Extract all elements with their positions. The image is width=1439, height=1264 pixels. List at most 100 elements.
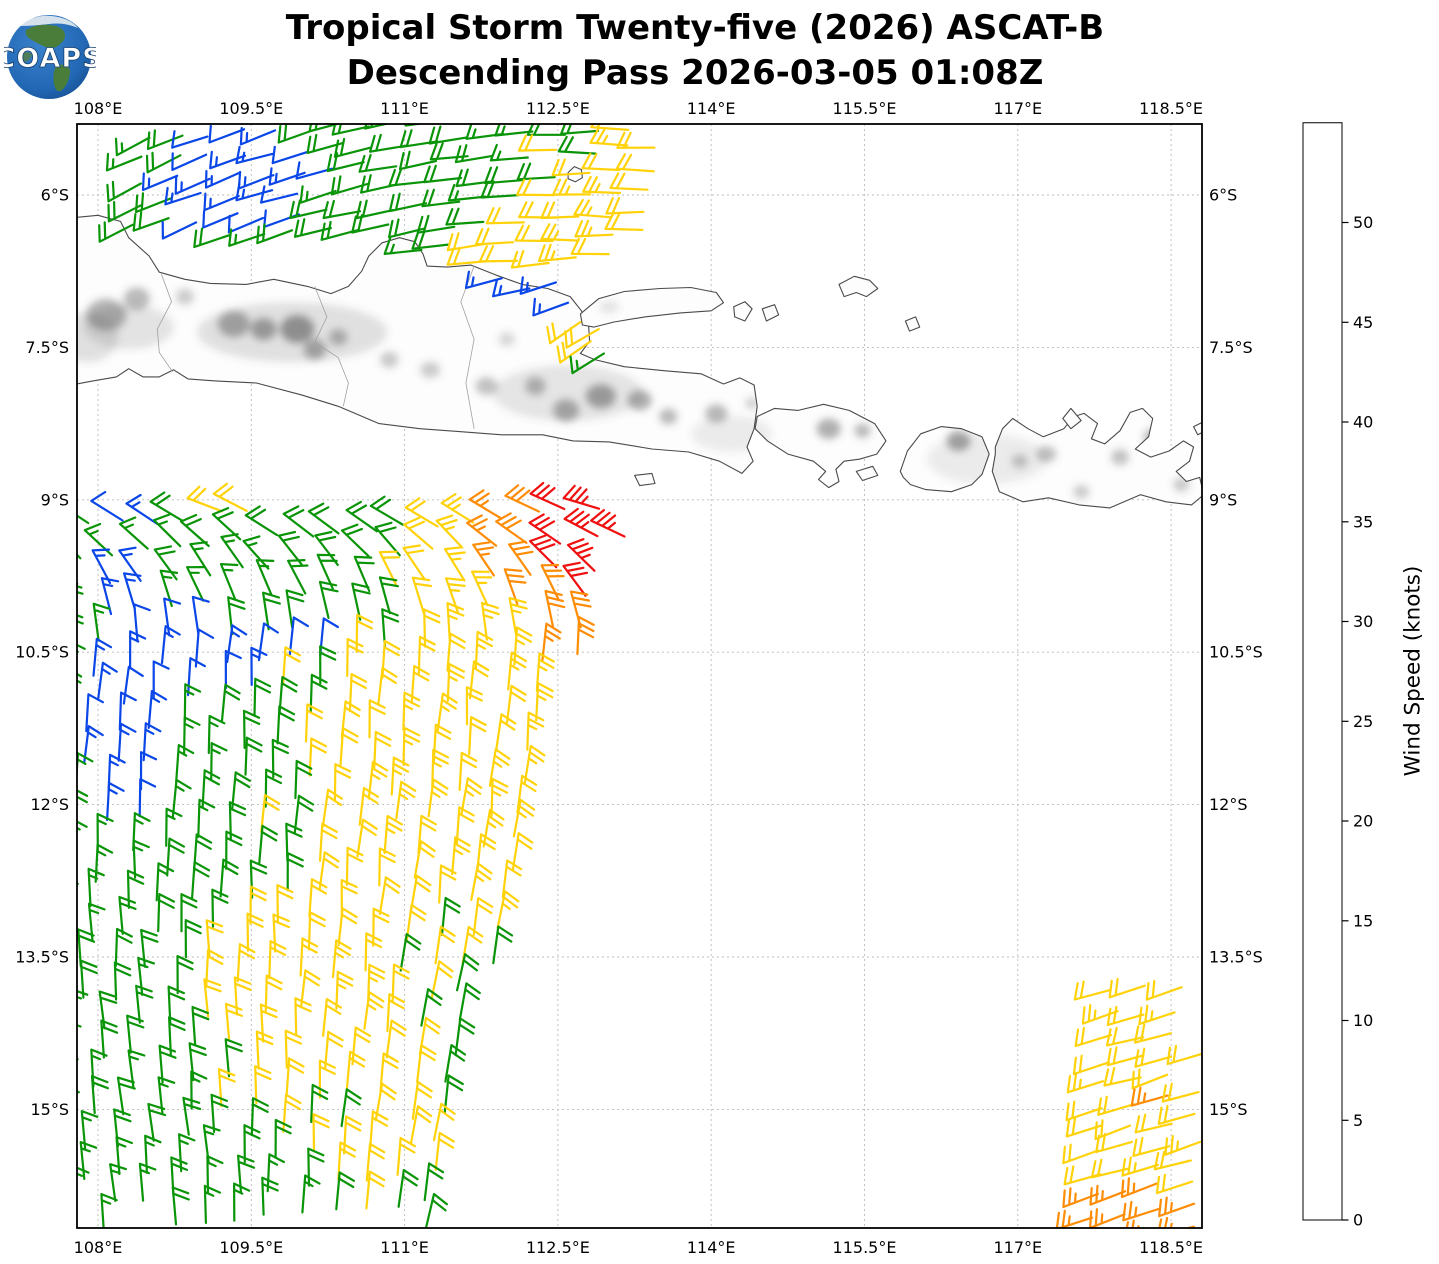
wind-barb — [190, 1070, 208, 1110]
wind-barb — [569, 352, 605, 375]
terrain-blob — [927, 434, 1048, 485]
wind-barb — [16, 1118, 32, 1155]
wind-barb — [378, 876, 401, 915]
wind-barb — [0, 1025, 14, 1062]
wind-barb — [337, 907, 358, 947]
lat-tick-label-right: 13.5°S — [1209, 948, 1263, 967]
wind-barb — [18, 734, 34, 771]
wind-barb — [355, 613, 374, 653]
wind-barb — [118, 516, 149, 550]
wind-barb — [403, 516, 434, 550]
lon-tick-label-top: 114°E — [687, 99, 736, 118]
wind-barb — [90, 490, 124, 522]
wind-barb — [37, 1026, 52, 1063]
wind-barb — [423, 164, 463, 184]
wind-barb — [219, 563, 239, 600]
colorbar-tick-label: 35 — [1353, 512, 1373, 531]
wind-barb — [1145, 980, 1183, 1001]
wind-barb — [446, 662, 465, 702]
coastline-sapudi — [733, 301, 753, 322]
wind-barb — [285, 589, 305, 629]
wind-barb — [244, 736, 263, 776]
coastline-madura — [579, 286, 725, 328]
colorbar-axis-label: Wind Speed (knots) — [1400, 565, 1426, 777]
colorbar-tick-label: 5 — [1353, 1111, 1363, 1130]
wind-barb — [263, 209, 301, 228]
lat-tick-label-right: 7.5°S — [1209, 338, 1253, 357]
wind-barb — [83, 522, 114, 557]
wind-barb — [496, 890, 520, 929]
wind-barb — [77, 614, 84, 625]
wind-barb — [11, 788, 27, 825]
wind-barb — [557, 135, 597, 155]
wind-barb — [209, 150, 247, 170]
wind-barb — [146, 129, 184, 151]
terrain-blob — [1143, 428, 1164, 445]
wind-barb — [569, 590, 592, 629]
wind-barb — [153, 545, 178, 581]
wind-barb — [176, 955, 194, 995]
wind-barb — [378, 847, 396, 887]
wind-barb — [1081, 1004, 1119, 1025]
wind-barb — [513, 626, 533, 666]
wind-barb — [77, 496, 90, 525]
wind-barb — [79, 1141, 98, 1180]
coastline-kangean — [838, 275, 879, 298]
wind-barb — [27, 556, 44, 590]
wind-barb — [322, 998, 342, 1037]
wind-barb — [41, 817, 57, 854]
wind-barb — [365, 1142, 386, 1182]
lat-tick-label-right: 15°S — [1209, 1100, 1248, 1119]
wind-barb — [340, 1088, 362, 1128]
wind-barb — [0, 734, 9, 771]
province-border — [314, 286, 349, 407]
wind-barb — [235, 182, 274, 202]
wind-barb — [508, 540, 534, 576]
wind-barb — [369, 495, 404, 526]
wind-barb — [293, 218, 332, 238]
wind-barb — [310, 1083, 329, 1124]
wind-barb — [46, 1171, 63, 1207]
wind-barb — [396, 1136, 416, 1176]
wind-barb — [189, 541, 212, 577]
wind-barb — [295, 161, 334, 180]
wind-barb — [523, 744, 546, 784]
province-borders — [156, 265, 475, 429]
wind-barb — [183, 683, 202, 723]
wind-barb — [346, 637, 364, 678]
wind-barb — [428, 125, 468, 145]
wind-barb — [1153, 1150, 1192, 1171]
lat-tick-label-left: 15°S — [30, 1100, 69, 1119]
wind-barb — [1055, 1209, 1094, 1228]
wind-barb — [432, 1102, 456, 1142]
terrain-blob — [599, 300, 619, 313]
wind-barb — [255, 1030, 274, 1070]
lon-tick-label-bottom: 117°E — [993, 1238, 1042, 1257]
wind-barb — [566, 538, 596, 572]
wind-barb — [23, 907, 38, 944]
wind-barb — [535, 682, 554, 722]
lon-tick-label-bottom: 109.5°E — [219, 1238, 283, 1257]
terrain-blob — [1073, 484, 1090, 499]
wind-barb — [114, 927, 133, 967]
grid-lines — [77, 124, 1202, 1228]
lon-tick-label-top: 118.5°E — [1139, 99, 1203, 118]
wind-barb — [226, 624, 248, 664]
lon-tick-label-top: 115.5°E — [833, 99, 897, 118]
wind-barb — [116, 1076, 136, 1116]
wind-barb — [41, 1140, 57, 1177]
wind-barb — [564, 327, 600, 349]
wind-barb — [0, 851, 11, 888]
colorbar-tick-label: 10 — [1353, 1011, 1373, 1030]
wind-barb — [318, 851, 340, 890]
wind-barb — [540, 223, 580, 242]
wind-barb — [562, 484, 601, 510]
terrain-blob — [123, 287, 150, 310]
wind-barb — [1062, 1187, 1100, 1209]
wind-barb — [1158, 1216, 1195, 1228]
wind-barb — [307, 502, 340, 535]
wind-barb — [541, 622, 562, 662]
wind-barb — [456, 953, 480, 992]
wind-barb — [1065, 1100, 1103, 1122]
wind-barb — [8, 589, 25, 625]
